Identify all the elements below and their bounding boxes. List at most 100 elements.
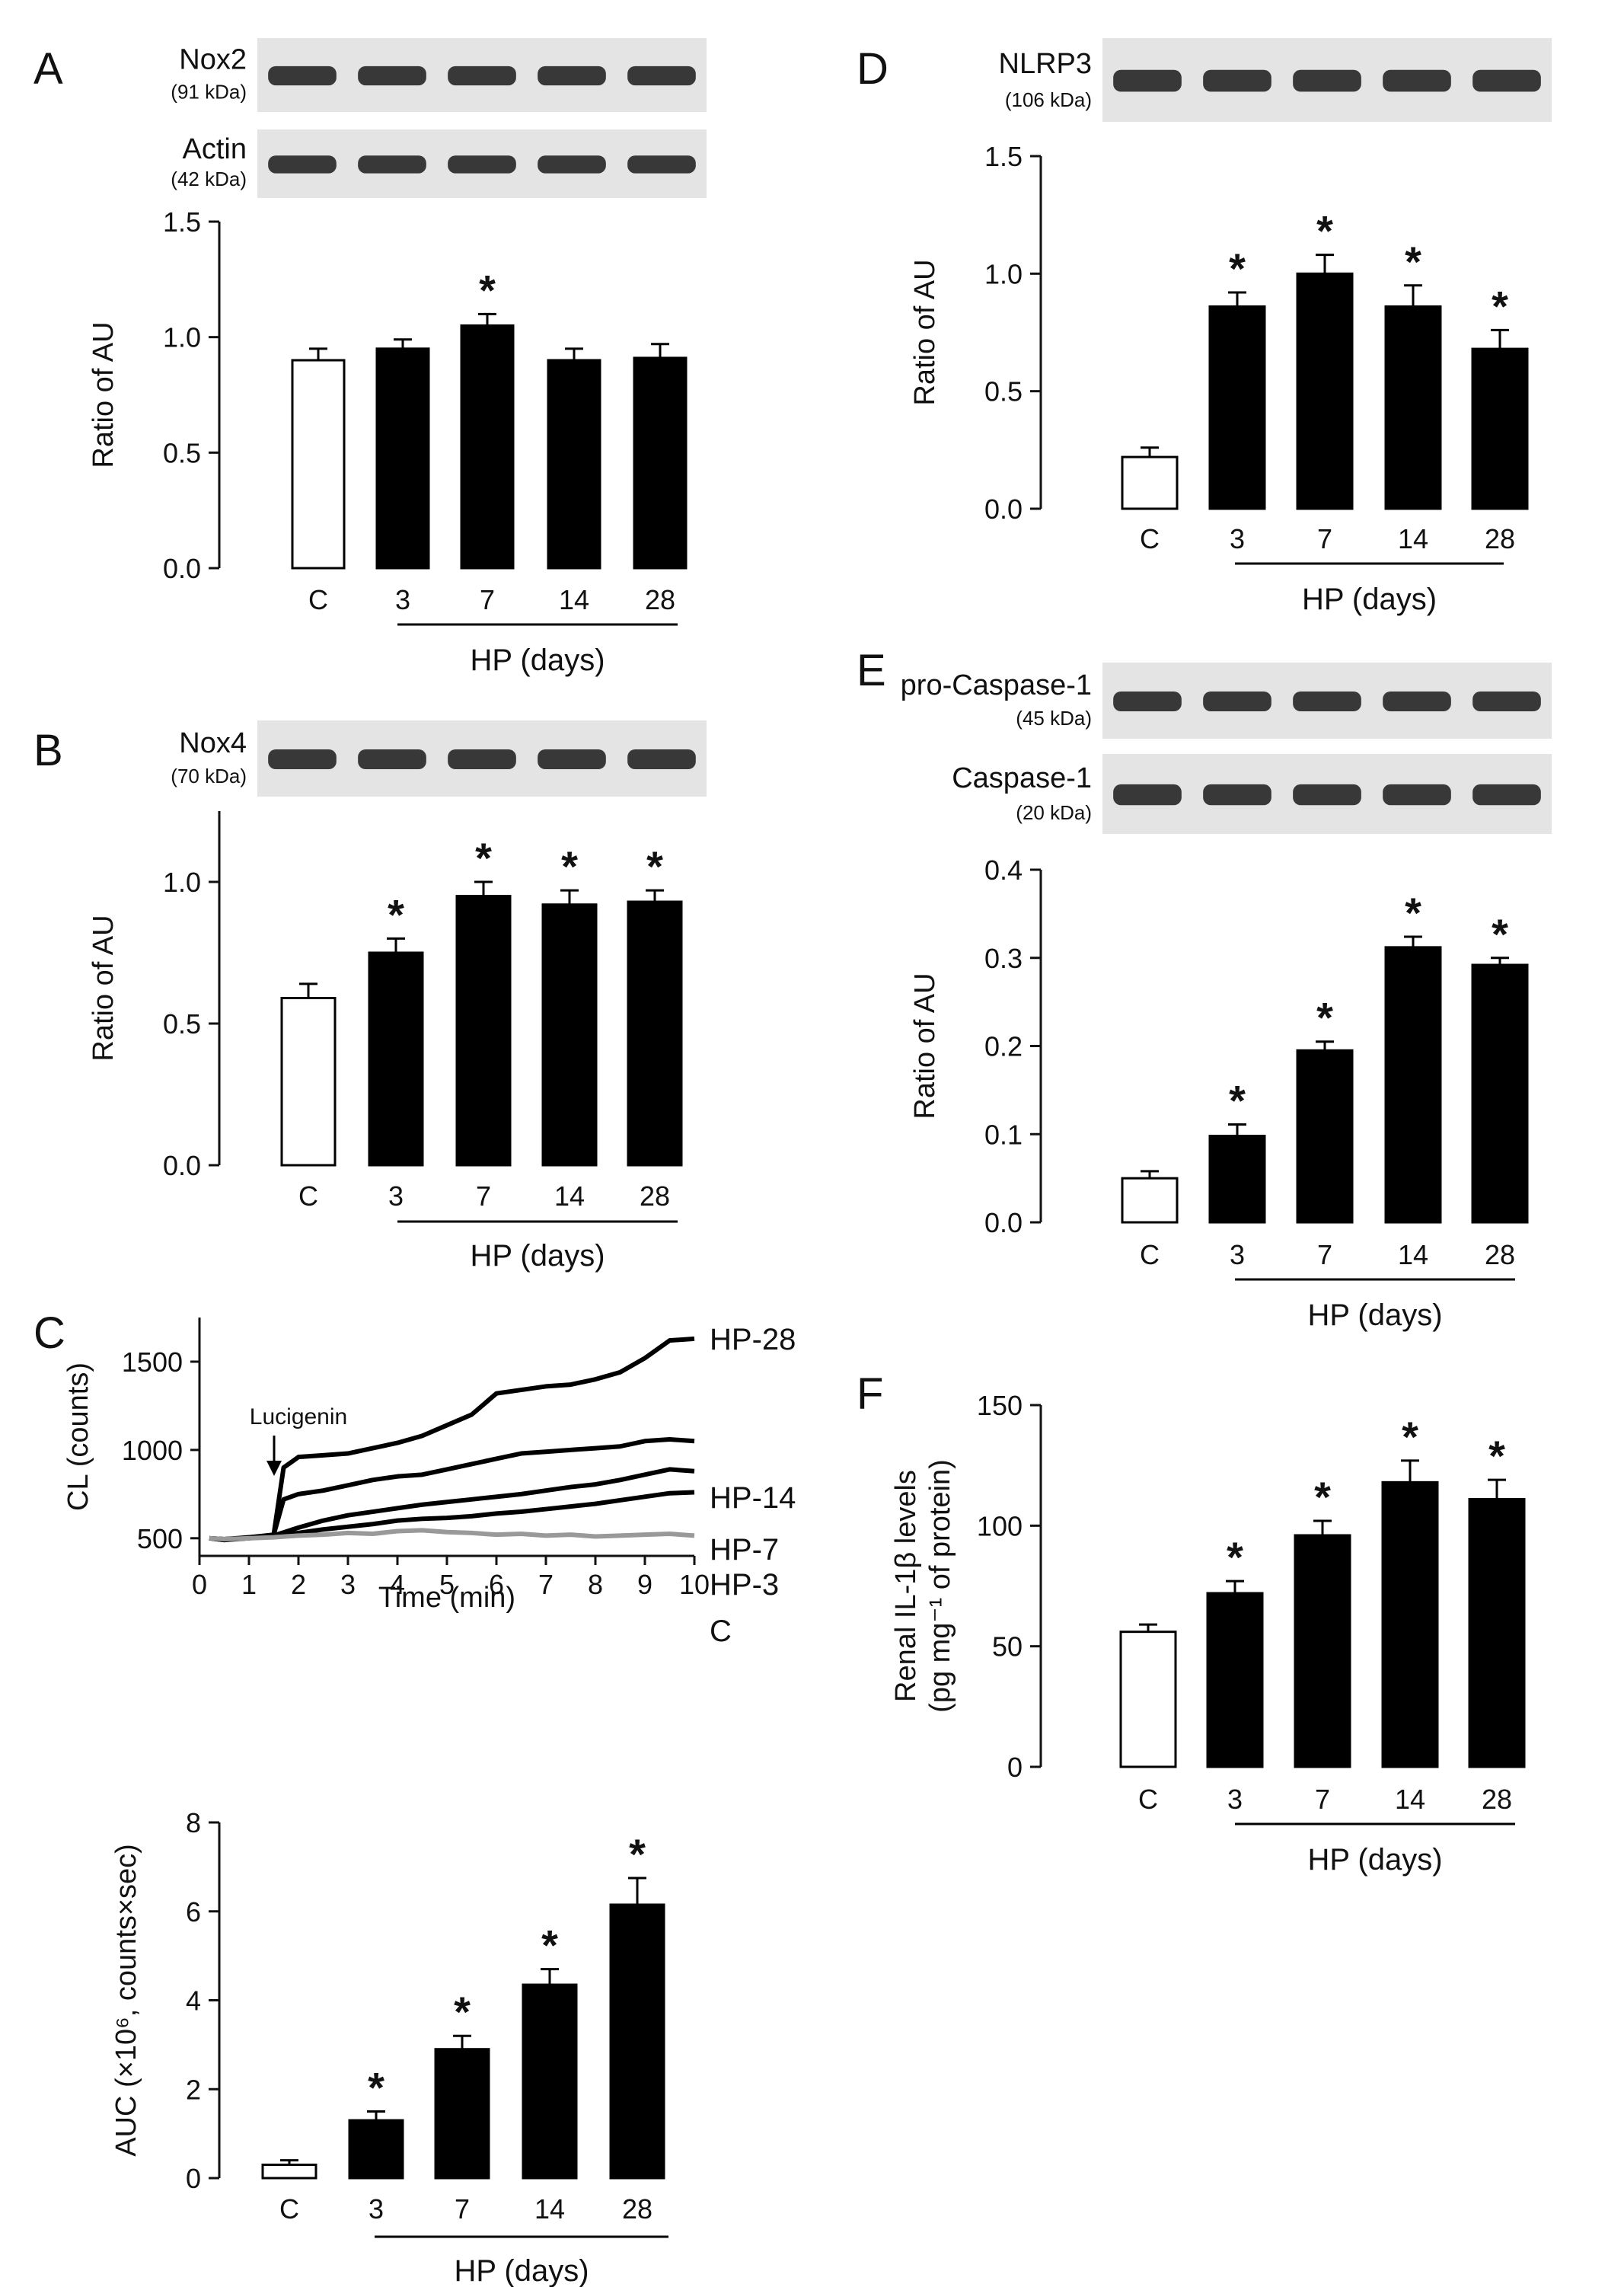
y-tick-label: 1.0 <box>163 867 201 898</box>
bar-C <box>1121 455 1179 510</box>
x-tick-label: 8 <box>588 1569 603 1600</box>
category-label: 3 <box>1227 1784 1243 1815</box>
significance-star: * <box>561 842 578 890</box>
significance-star: * <box>475 834 492 882</box>
y-tick-label: 0.0 <box>984 493 1023 525</box>
panel-f: F 0 50 100 150 C * 3 * 7 * 14 * 28 HP (days) Renal IL-1… <box>857 1369 1526 1877</box>
y-tick-label: 0.0 <box>984 1207 1023 1238</box>
panel-b: B Nox4 (70 kDa) 0.0 0.5 1.0 C * 3 * 7 * 14 * 28 HP (day… <box>34 720 707 1273</box>
bar-28 <box>609 1903 665 2180</box>
y-tick-label: 500 <box>137 1523 183 1554</box>
trace-hp-7 <box>209 1467 695 1543</box>
panel-c2: 0 2 4 6 8 C * 3 * 7 * 14 * 28 HP (days) AUC (×10⁶, coun… <box>110 1807 668 2287</box>
bar-3 <box>1206 1592 1264 1768</box>
significance-star: * <box>1488 1432 1505 1480</box>
blot-band <box>1383 69 1451 92</box>
category-label: 28 <box>1485 523 1515 554</box>
bar-7 <box>1294 1534 1351 1768</box>
panel-c: C 500 1000 1500 0 1 2 3 4 5 6 7 8 9 10 Time (min) CL (co… <box>34 1308 796 1648</box>
group-label: HP (days) <box>470 644 605 677</box>
bar-28 <box>627 900 683 1167</box>
y-tick-label: 0.5 <box>163 1008 201 1040</box>
group-label: HP (days) <box>1307 1843 1442 1877</box>
significance-star: * <box>454 1988 471 2036</box>
blot-band <box>268 65 337 86</box>
blot-kda-label: (42 kDa) <box>171 168 247 190</box>
category-label: C <box>1140 1239 1160 1270</box>
category-label: 3 <box>395 584 410 615</box>
category-label: 7 <box>1317 1239 1332 1270</box>
panel-label-c: C <box>34 1308 65 1358</box>
bar-28 <box>1471 347 1529 510</box>
western-blot-0: NLRP3 (106 kDa) <box>999 38 1552 122</box>
category-label: 3 <box>388 1180 404 1212</box>
category-label: 7 <box>476 1180 491 1212</box>
y-axis-label-line1: Renal IL-1β levels <box>890 1470 922 1702</box>
y-axis-label: Ratio of AU <box>909 973 941 1119</box>
category-label: C <box>298 1180 318 1212</box>
blot-band <box>448 65 516 86</box>
blot-band <box>1472 784 1541 806</box>
blot-band <box>1293 784 1361 806</box>
bar-28 <box>1471 963 1529 1224</box>
y-tick-label: 1.0 <box>984 258 1023 289</box>
panel-d: D NLRP3 (106 kDa) 0.0 0.5 1.0 1.5 C * 3 * 7 * 14 * 28 HP… <box>857 38 1552 616</box>
significance-star: * <box>388 890 404 938</box>
significance-star: * <box>1402 1413 1418 1461</box>
blot-kda-label: (70 kDa) <box>171 765 247 787</box>
y-tick-label: 1.0 <box>163 322 201 353</box>
bar-3 <box>348 2119 404 2180</box>
x-tick-label: 6 <box>489 1569 504 1600</box>
x-tick-label: 7 <box>538 1569 554 1600</box>
blot-band <box>358 65 426 86</box>
annotation-arrowhead <box>266 1461 282 1476</box>
y-tick-label: 1.5 <box>163 206 201 238</box>
annotation-label: Lucigenin <box>250 1404 347 1429</box>
bar-14 <box>522 1983 578 2180</box>
category-label: 3 <box>1230 1239 1245 1270</box>
category-label: 28 <box>640 1180 670 1212</box>
y-tick-label: 8 <box>186 1807 201 1838</box>
y-axis-label: Ratio of AU <box>909 259 941 405</box>
blot-band <box>1203 692 1271 711</box>
y-axis-label: Ratio of AU <box>88 321 120 468</box>
group-label: HP (days) <box>1302 583 1437 616</box>
y-axis-label: Ratio of AU <box>88 915 120 1061</box>
blot-protein-label: NLRP3 <box>999 48 1093 80</box>
blot-band <box>1293 692 1361 711</box>
x-tick-label: 10 <box>679 1569 710 1600</box>
category-label: C <box>279 2193 299 2225</box>
group-label: HP (days) <box>1307 1298 1442 1332</box>
x-tick-label: 5 <box>439 1569 455 1600</box>
bar-7 <box>1296 1049 1354 1224</box>
significance-star: * <box>1492 282 1508 330</box>
western-blot-1: Caspase-1 (20 kDa) <box>952 754 1552 834</box>
y-tick-label: 4 <box>186 1985 201 2017</box>
blot-protein-label: Caspase-1 <box>952 762 1092 794</box>
significance-star: * <box>479 266 496 314</box>
significance-star: * <box>1316 994 1333 1042</box>
category-label: C <box>1140 523 1160 554</box>
significance-star: * <box>1314 1473 1331 1521</box>
blot-kda-label: (91 kDa) <box>171 81 247 104</box>
significance-star: * <box>629 1830 646 1878</box>
bar-7 <box>1296 272 1354 510</box>
x-tick-label: 3 <box>340 1569 356 1600</box>
category-label: C <box>1138 1784 1158 1815</box>
bar-C <box>1119 1631 1177 1768</box>
blot-band <box>1293 69 1361 92</box>
bar-3 <box>375 347 430 570</box>
x-tick-label: 0 <box>192 1569 207 1600</box>
blot-protein-label: pro-Caspase-1 <box>901 669 1092 701</box>
significance-star: * <box>541 1921 558 1969</box>
panel-label-f: F <box>857 1369 883 1419</box>
significance-star: * <box>1492 910 1508 958</box>
y-tick-label: 0.4 <box>984 854 1023 886</box>
blot-band <box>1113 692 1182 711</box>
significance-star: * <box>1405 889 1421 937</box>
category-label: 7 <box>1315 1784 1330 1815</box>
trace-hp-28 <box>209 1336 695 1543</box>
bar-28 <box>1468 1498 1526 1768</box>
category-label: 3 <box>369 2193 384 2225</box>
